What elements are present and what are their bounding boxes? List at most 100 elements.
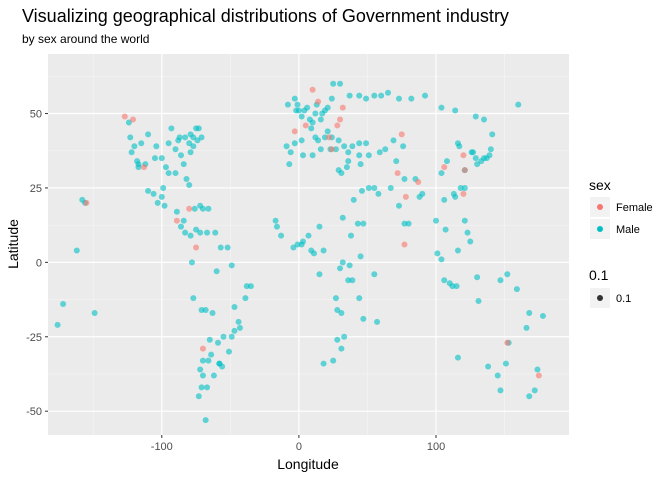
- data-point-female: [398, 131, 405, 138]
- data-point-male: [304, 104, 311, 111]
- data-point-male: [202, 306, 209, 313]
- data-point-male: [309, 119, 316, 126]
- data-point-male: [332, 146, 339, 153]
- data-point-male: [401, 220, 408, 227]
- data-point-male: [145, 187, 152, 194]
- data-point-male: [363, 95, 370, 102]
- data-point-male: [73, 247, 80, 254]
- data-point-male: [452, 107, 459, 114]
- data-point-male: [356, 92, 363, 99]
- data-point-male: [316, 223, 323, 230]
- data-point-female: [302, 122, 309, 129]
- legend-color-title: sex: [589, 177, 611, 193]
- data-point-female: [460, 152, 467, 159]
- data-point-male: [291, 95, 298, 102]
- data-point-male: [349, 277, 356, 284]
- data-point-male: [308, 125, 315, 132]
- data-point-male: [284, 101, 291, 108]
- data-point-male: [212, 229, 219, 236]
- data-point-male: [188, 259, 195, 266]
- legend-label-alpha: 0.1: [616, 293, 631, 305]
- data-point-male: [190, 134, 197, 141]
- data-point-male: [208, 351, 215, 358]
- data-point-male: [172, 170, 179, 177]
- data-point-male: [150, 190, 157, 197]
- data-point-male: [182, 229, 189, 236]
- data-point-female: [199, 345, 206, 352]
- data-point-male: [449, 283, 456, 290]
- data-point-female: [441, 164, 448, 171]
- data-point-male: [228, 262, 235, 269]
- data-point-male: [195, 125, 202, 132]
- data-point-male: [378, 92, 385, 99]
- data-point-male: [60, 301, 67, 308]
- data-point-female: [461, 167, 468, 174]
- data-point-male: [365, 184, 372, 191]
- data-point-male: [225, 348, 232, 355]
- data-point-female: [535, 372, 542, 379]
- data-point-male: [419, 190, 426, 197]
- data-point-male: [186, 140, 193, 147]
- data-point-male: [456, 143, 463, 150]
- data-point-male: [485, 363, 492, 370]
- data-point-male: [183, 176, 190, 183]
- data-point-male: [515, 101, 522, 108]
- x-tick-label: 0: [296, 441, 302, 453]
- data-point-male: [375, 190, 382, 197]
- data-point-male: [316, 271, 323, 278]
- data-point-male: [345, 277, 352, 284]
- data-point-male: [158, 193, 165, 200]
- data-point-male: [438, 104, 445, 111]
- data-point-male: [395, 95, 402, 102]
- data-point-male: [343, 164, 350, 171]
- chart-subtitle: by sex around the world: [22, 32, 149, 46]
- data-point-male: [206, 336, 213, 343]
- data-point-male: [472, 155, 479, 162]
- data-point-male: [328, 95, 335, 102]
- data-point-male: [454, 247, 461, 254]
- legend-key-female: [597, 204, 603, 210]
- data-point-male: [356, 295, 363, 302]
- data-point-male: [497, 277, 504, 284]
- data-point-male: [199, 357, 206, 364]
- data-point-male: [220, 333, 227, 340]
- x-tick-label: -100: [151, 441, 173, 453]
- data-point-male: [204, 229, 211, 236]
- data-point-male: [231, 327, 238, 334]
- data-point-male: [332, 295, 339, 302]
- x-axis-ticks: -100 0 100: [151, 435, 445, 453]
- data-point-male: [198, 306, 205, 313]
- data-point-male: [177, 223, 184, 230]
- data-point-male: [422, 92, 429, 99]
- data-point-male: [348, 232, 355, 239]
- x-tick-label: 100: [427, 441, 445, 453]
- data-point-male: [497, 387, 504, 394]
- data-point-male: [151, 155, 158, 162]
- data-point-male: [441, 196, 448, 203]
- data-point-male: [393, 158, 400, 165]
- data-point-male: [315, 137, 322, 144]
- data-point-male: [160, 184, 167, 191]
- data-point-male: [539, 312, 546, 319]
- data-point-male: [298, 137, 305, 144]
- data-point-female: [315, 98, 322, 105]
- data-point-male: [291, 140, 298, 147]
- data-point-male: [175, 137, 182, 144]
- data-point-male: [357, 161, 364, 168]
- data-point-male: [339, 259, 346, 266]
- data-point-male: [483, 155, 490, 162]
- data-point-male: [489, 131, 496, 138]
- data-point-female: [460, 190, 467, 197]
- data-point-male: [478, 158, 485, 165]
- data-point-male: [335, 167, 342, 174]
- data-point-male: [186, 181, 193, 188]
- data-point-male: [408, 95, 415, 102]
- data-point-female: [394, 170, 401, 177]
- data-point-male: [195, 393, 202, 400]
- data-point-male: [339, 214, 346, 221]
- data-point-male: [457, 184, 464, 191]
- data-point-male: [162, 164, 169, 171]
- data-point-male: [438, 170, 445, 177]
- data-point-male: [202, 417, 209, 424]
